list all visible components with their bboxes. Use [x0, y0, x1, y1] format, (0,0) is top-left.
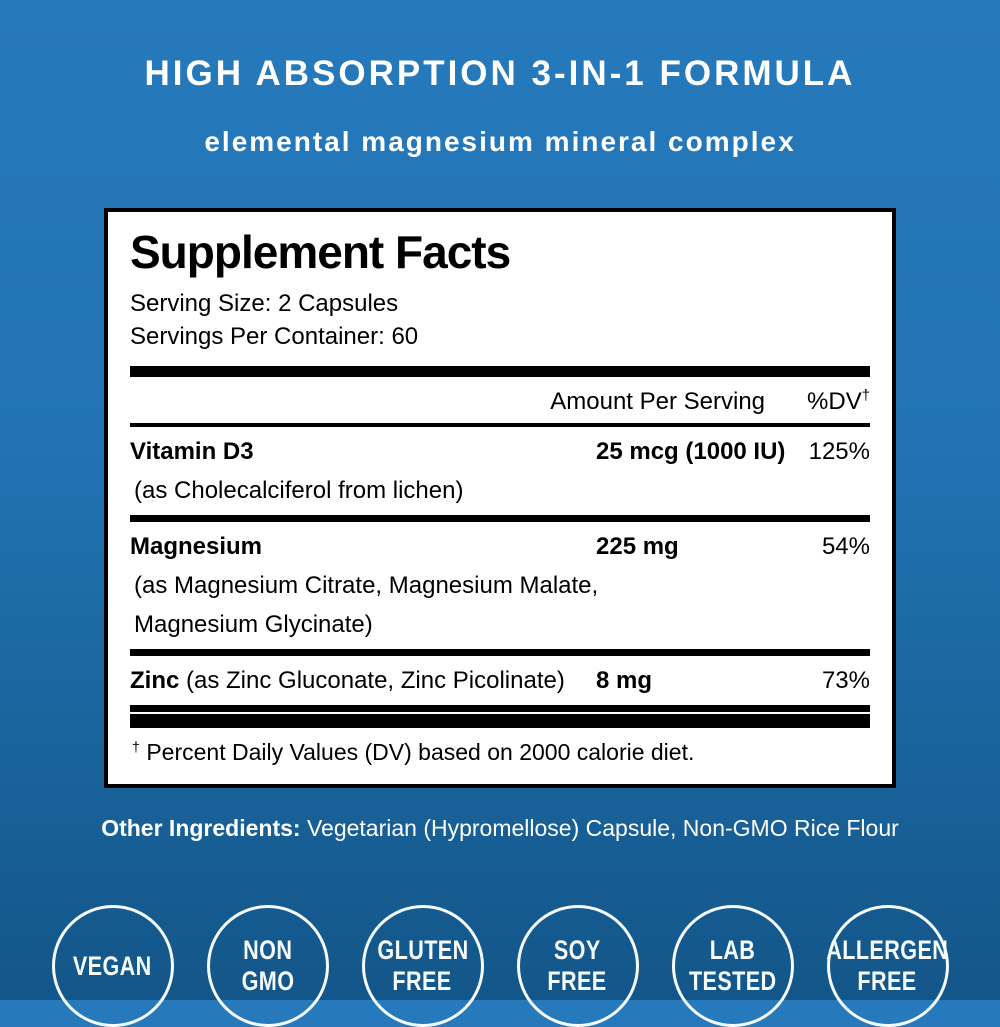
divider-thick-bottom — [130, 714, 870, 729]
panel-title: Supplement Facts — [130, 226, 511, 278]
nutrient-source-detail: (as Cholecalciferol from lichen) — [134, 477, 464, 505]
dagger-mark: † — [132, 739, 140, 756]
other-ingredients-label: Other Ingredients: — [101, 815, 301, 842]
other-ingredients: Other Ingredients: Vegetarian (Hypromell… — [0, 815, 1000, 842]
nutrient-name: Magnesium — [130, 533, 263, 561]
nutrient-name: Vitamin D3 — [130, 438, 254, 466]
badge-allergen-free: ALLERGEN FREE — [826, 905, 949, 1027]
dv-footnote: † Percent Daily Values (DV) based on 200… — [132, 739, 695, 766]
nutrient-name: Zinc (as Zinc Gluconate, Zinc Picolinate… — [130, 667, 565, 695]
supplement-facts-panel: Supplement Facts Serving Size: 2 Capsule… — [104, 208, 896, 789]
nutrient-dv: 73% — [821, 667, 870, 695]
dagger-mark: † — [861, 388, 870, 405]
nutrient-amount: 25 mcg (1000 IU) — [596, 438, 786, 466]
servings-per-container: Servings Per Container: 60 — [130, 322, 419, 350]
badge-gluten-free: GLUTEN FREE — [361, 905, 484, 1027]
nutrient-amount: 8 mg — [596, 667, 653, 695]
column-header-row: Amount Per Serving %DV† — [130, 377, 870, 428]
nutrient-amount: 225 mg — [596, 533, 679, 561]
divider-thick-top — [130, 366, 870, 378]
nutrient-source-detail: (as Magnesium Citrate, Magnesium Malate, — [134, 572, 599, 600]
nutrient-row-vitamin-d3: Vitamin D3 25 mcg (1000 IU) 125% (as Cho… — [130, 427, 870, 523]
headline-subtitle: elemental magnesium mineral complex — [204, 126, 796, 157]
nutrient-row-zinc: Zinc (as Zinc Gluconate, Zinc Picolinate… — [130, 656, 870, 713]
column-percent-dv: %DV† — [807, 388, 870, 416]
badge-lab-tested: LAB TESTED — [671, 905, 794, 1027]
badge-vegan: VEGAN — [51, 905, 174, 1027]
serving-size: Serving Size: 2 Capsules — [130, 290, 399, 318]
nutrient-source-detail-2: Magnesium Glycinate) — [134, 611, 373, 639]
nutrient-dv: 125% — [808, 438, 870, 466]
other-ingredients-text: Vegetarian (Hypromellose) Capsule, Non-G… — [300, 815, 899, 842]
nutrient-dv: 54% — [821, 533, 870, 561]
badge-non-gmo: NON GMO — [206, 905, 329, 1027]
feature-badges: VEGAN NON GMO GLUTEN FREE SOY FREE LAB T… — [0, 905, 1000, 1027]
badge-soy-free: SOY FREE — [516, 905, 639, 1027]
nutrient-row-magnesium: Magnesium 225 mg 54% (as Magnesium Citra… — [130, 522, 870, 657]
headline-title: HIGH ABSORPTION 3-IN-1 FORMULA — [144, 54, 856, 93]
column-amount-per-serving: Amount Per Serving — [550, 388, 766, 416]
